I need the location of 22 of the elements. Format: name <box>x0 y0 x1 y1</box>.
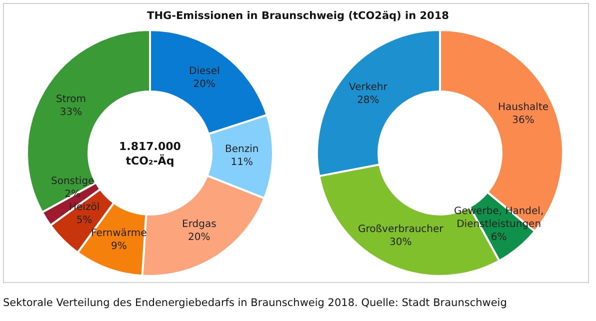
data-label: 20% <box>188 232 210 243</box>
data-label: 9% <box>110 241 127 252</box>
data-label: 5% <box>76 215 92 226</box>
text: 1.817.000 tCO₂-Äq <box>119 140 182 168</box>
slice-label: Diesel <box>189 66 220 77</box>
data-label: 11% <box>230 157 253 168</box>
data-label: 36% <box>512 115 534 126</box>
slice-label: Benzin <box>225 144 259 155</box>
data-label: 20% <box>193 79 216 90</box>
data-label: 28% <box>357 95 380 106</box>
slice-label: Großverbraucher <box>358 224 444 235</box>
data-label: 33% <box>60 107 82 118</box>
data-label: 6% <box>490 232 507 243</box>
slice-label: Erdgas <box>182 219 216 230</box>
slice-label: Sonstige <box>51 176 94 187</box>
slice-label: Verkehr <box>349 82 388 93</box>
slice-label: Strom <box>56 94 86 105</box>
text: THG-Emissionen in Braunschweig (tCO2äq) in 2018 <box>146 10 450 22</box>
text: Sektorale Verteilung des Endenergiebedarfs in Braunschweig 2018. Quelle: Stadt Braunschweig <box>3 297 507 309</box>
data-label: 2% <box>64 189 81 200</box>
data-label: 30% <box>390 237 412 248</box>
slice-label: Haushalte <box>498 102 549 113</box>
